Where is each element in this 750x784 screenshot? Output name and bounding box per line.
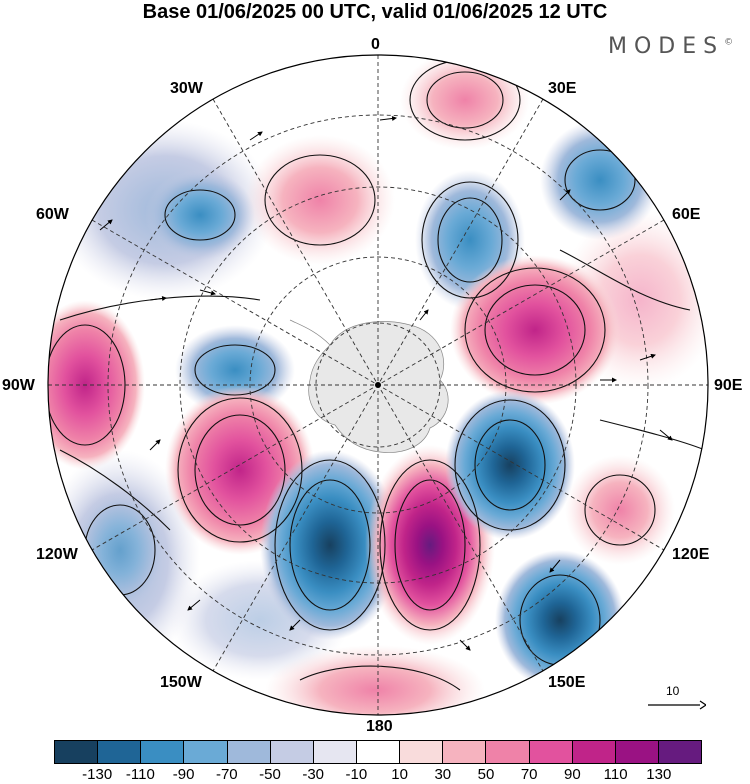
map-boundary xyxy=(47,54,709,716)
colorbar xyxy=(54,740,702,764)
colorbar-tick-label: -50 xyxy=(259,766,281,783)
colorbar-segment xyxy=(400,741,444,763)
colorbar-tick-label: 70 xyxy=(520,766,538,783)
colorbar-tick-label: -10 xyxy=(345,766,368,783)
colorbar-segment xyxy=(313,741,357,763)
colorbar-tick-label: -130 xyxy=(82,766,113,783)
colorbar-tick-label: 130 xyxy=(646,766,672,783)
lon-label-30w: 30W xyxy=(170,80,203,97)
colorbar-segment xyxy=(356,741,401,763)
colorbar-tick-label: -90 xyxy=(172,766,195,783)
lon-label-120e: 120E xyxy=(672,546,710,563)
colorbar-tick-label: 10 xyxy=(391,766,408,783)
colorbar-segment xyxy=(184,741,228,763)
lon-label-150e: 150E xyxy=(548,674,586,691)
colorbar-segment xyxy=(572,741,616,763)
colorbar-segment xyxy=(227,741,271,763)
map-title: Base 01/06/2025 00 UTC, valid 01/06/2025… xyxy=(142,1,608,23)
colorbar-segment xyxy=(615,741,659,763)
colorbar-tick-label: 110 xyxy=(603,766,628,783)
colorbar-tick-label: -70 xyxy=(215,766,238,783)
colorbar-tick-label: 90 xyxy=(564,766,581,783)
vector-scale-arrow-icon xyxy=(648,700,706,710)
lon-label-60w: 60W xyxy=(36,206,69,223)
colorbar-segment xyxy=(658,741,702,763)
lon-label-180: 180 xyxy=(366,718,393,735)
lon-label-90e: 90E xyxy=(714,377,743,394)
colorbar-segment xyxy=(55,741,99,763)
streamlines xyxy=(48,59,706,691)
colorbar-segment xyxy=(529,741,573,763)
colorbar-segment xyxy=(270,741,314,763)
colorbar-segment xyxy=(443,741,487,763)
south-pole-marker xyxy=(375,382,381,388)
lon-label-90w: 90W xyxy=(2,377,35,394)
colorbar-labels: -130 -110 -90 -70 -50 -30 -10 10 30 50 70 90 110 130 xyxy=(54,766,702,784)
wind-vectors xyxy=(99,116,673,651)
colorbar-tick-label: -110 xyxy=(125,766,155,783)
colorbar-tick-label: 50 xyxy=(477,766,495,783)
lon-label-120w: 120W xyxy=(36,546,78,563)
colorbar-segment xyxy=(98,741,142,763)
lon-label-0: 0 xyxy=(371,36,380,53)
lon-label-60e: 60E xyxy=(672,206,701,223)
colorbar-segment xyxy=(141,741,185,763)
vector-scale-label: 10 xyxy=(666,684,680,698)
lon-label-30e: 30E xyxy=(548,80,577,97)
lon-label-150w: 150W xyxy=(160,674,202,691)
anomaly-field xyxy=(48,55,708,715)
modes-logo: MODES© xyxy=(608,34,734,59)
colorbar-tick-label: -30 xyxy=(302,766,325,783)
colorbar-tick-label: 30 xyxy=(434,766,452,783)
colorbar-segment xyxy=(486,741,530,763)
